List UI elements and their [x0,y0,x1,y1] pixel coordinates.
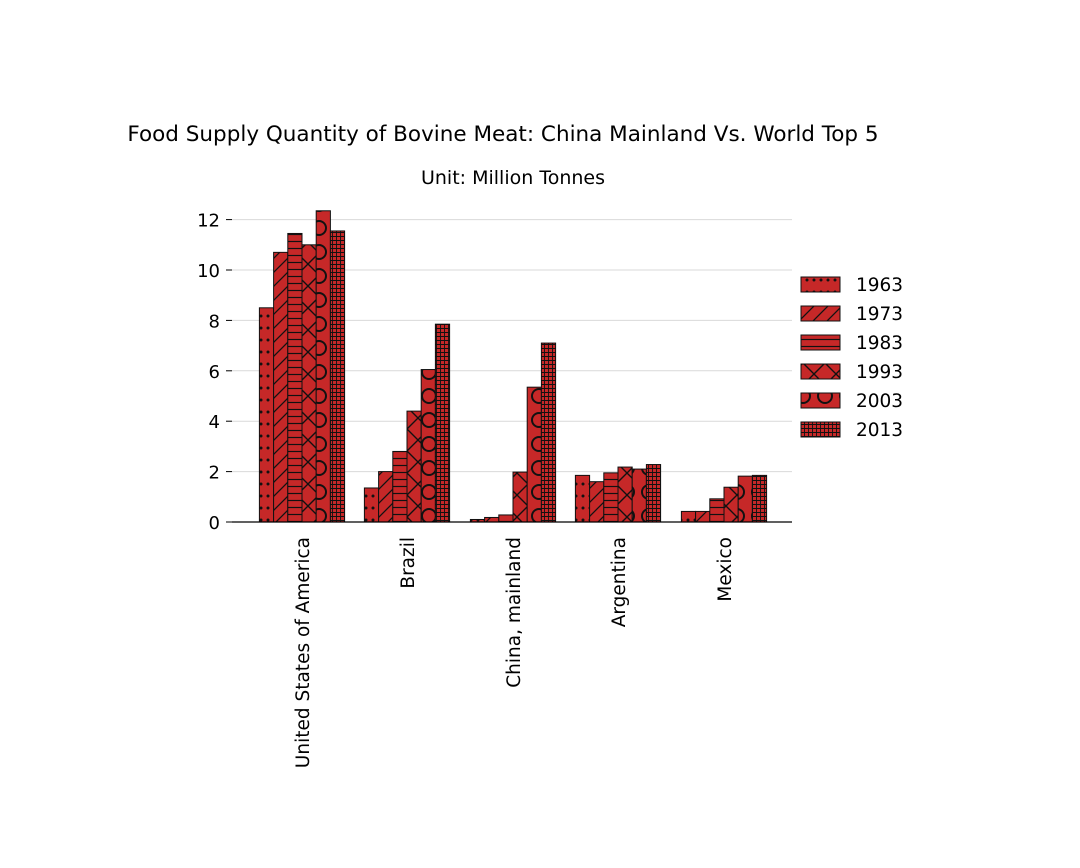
bar-1963-4 [680,510,697,523]
bar-1963-1 [363,487,380,523]
bar-1973-1 [378,471,394,523]
y-tick-label: 2 [209,463,220,484]
x-tick-label: United States of America [293,537,314,768]
chart-subtitle: Unit: Million Tonnes [421,167,605,189]
bar-1993-3 [617,466,633,523]
bars [258,210,768,523]
bar-1983-0 [287,232,303,523]
legend-swatch-1973 [800,305,841,322]
bar-2003-1 [420,369,436,523]
legend-swatch-1983 [800,334,841,351]
x-tick-label: Argentina [609,537,630,627]
legend-swatch-1993 [800,363,841,380]
bar-2013-4 [751,474,768,523]
bar-1973-4 [695,510,711,523]
y-tick-label: 12 [197,211,220,232]
x-tick-label: Mexico [715,537,736,602]
bar-2013-1 [434,323,451,523]
y-tick-label: 6 [209,362,220,383]
legend-label: 1963 [856,275,903,296]
x-tick-label: China, mainland [504,537,525,688]
bar-1963-0 [258,307,275,523]
y-tick-label: 0 [209,513,220,534]
legend-label: 1993 [856,362,903,383]
bar-1973-0 [273,251,289,523]
bar-1983-2 [498,514,514,523]
bar-1993-2 [512,471,528,523]
legend-label: 1973 [856,304,903,325]
bar-1993-0 [301,244,317,523]
bar-1983-3 [603,472,619,523]
legend-label: 2013 [856,420,903,441]
bar-1983-1 [392,450,408,523]
bar-1983-4 [709,498,725,523]
legend-swatch-1963 [800,276,841,293]
bar-1973-2 [484,516,500,523]
bar-2003-3 [631,468,647,523]
legend-swatch-2003 [800,392,841,409]
legend: 1963 1973 1983 1993 2003 2013 [800,275,903,441]
bar-2013-0 [329,230,346,523]
y-tick-label: 4 [209,412,220,433]
bar-2003-0 [315,210,331,523]
bar-1993-4 [723,486,739,523]
y-tick-label: 10 [197,261,220,282]
legend-label: 1983 [856,333,903,354]
bar-2013-3 [645,464,662,523]
x-tick-label: Brazil [398,537,419,589]
legend-label: 2003 [856,391,903,412]
bar-1993-1 [406,410,422,523]
bar-2013-2 [540,342,557,523]
legend-swatch-2013 [800,421,841,438]
chart-title: Food Supply Quantity of Bovine Meat: Chi… [127,122,878,147]
bar-2003-2 [526,386,542,523]
axes: 0 2 4 6 8 10 12 United States of America Brazil C… [197,211,792,768]
y-tick-label: 8 [209,311,220,332]
bar-1963-3 [574,474,591,523]
bar-1973-3 [589,481,605,523]
bar-2003-4 [737,475,753,523]
